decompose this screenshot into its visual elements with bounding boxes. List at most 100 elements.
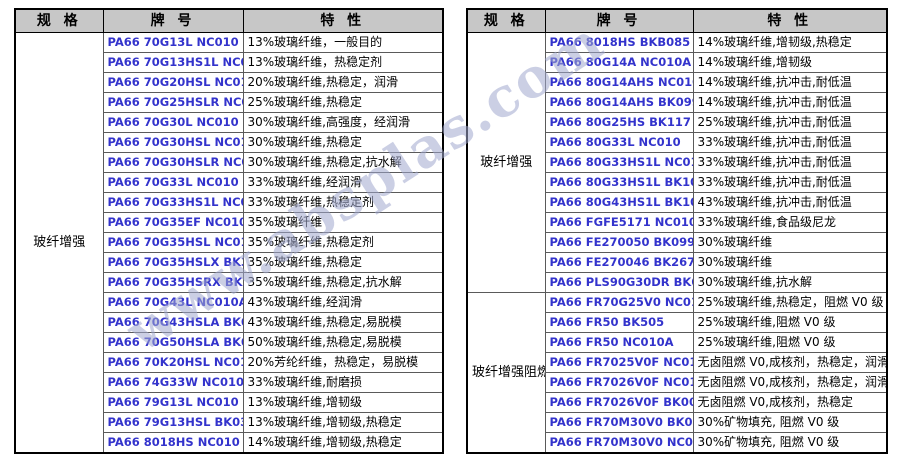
- left-table-body: 玻纤增强 PA66 70G13L NC010 13%玻璃纤维，一般目的 PA66 70…: [14, 32, 444, 454]
- column-header-property: 特 性: [242, 8, 444, 33]
- grade-cell: PA66 70G43L NC010A: [102, 292, 244, 313]
- grade-cell: PA66 8018HS BKB085: [544, 32, 694, 53]
- table-row: PA66 FE270050 BK099 30%玻璃纤维: [467, 232, 888, 253]
- grade-cell: PA66 79G13L NC010: [102, 392, 244, 413]
- property-cell: 30%玻璃纤维: [692, 252, 888, 273]
- grade-cell: PA66 70G50HSLA BK039B: [102, 332, 244, 353]
- grade-cell: PA66 70G35HSRX BK099: [102, 272, 244, 293]
- property-cell: 20%玻璃纤维,热稳定，润滑: [242, 72, 444, 93]
- table-row: 玻纤增强阻燃 PA66 FR70G25V0 NC010 25%玻璃纤维,热稳定，阻燃…: [466, 292, 888, 454]
- right-table-body: 玻纤增强 PA66 8018HS BKB085 14%玻璃纤维,增韧级,热稳定 PA6…: [466, 32, 888, 454]
- table-row: PA66 70G43L NC010A 43%玻璃纤维,经润滑: [15, 292, 444, 313]
- property-cell: 43%玻璃纤维,抗冲击,耐低温: [692, 192, 888, 213]
- property-cell: 无卤阻燃 V0,成核剂，热稳定，润滑: [692, 352, 888, 373]
- table-row: PA66 FR70M30V0 BK010 30%矿物填充, 阻燃 V0 级: [467, 412, 888, 433]
- table-row: PA66 70G35HSRX BK09935%玻璃纤维,热稳定,抗水解: [15, 272, 444, 293]
- table-row: PA66 70G35HSLX BK35735%玻璃纤维,热稳定: [15, 252, 444, 273]
- grade-cell: PA66 74G33W NC010: [102, 372, 244, 393]
- table-row: PA66 FR7026V0F NC010 无卤阻燃 V0,成核剂，热稳定，润滑: [467, 372, 888, 393]
- grade-cell: PA66 FE270050 BK099: [544, 232, 694, 253]
- grade-cell: PA66 FR7026V0F NC010: [544, 372, 694, 393]
- grade-cell: PA66 70K20HSL NC010: [102, 352, 244, 373]
- grade-cell: PA66 FR50 BK505: [544, 312, 694, 333]
- table-header-row: 规 格 牌 号 特 性: [466, 8, 888, 33]
- table-row: PA66 80G14AHS BK099 14%玻璃纤维,抗冲击,耐低温: [467, 92, 888, 113]
- table-row: PA66 80G43HS1L BK104 43%玻璃纤维,抗冲击,耐低温: [467, 192, 888, 213]
- grade-cell: PA66 FR7026V0F BK001: [544, 392, 694, 413]
- property-cell: 33%玻璃纤维,耐磨损: [242, 372, 444, 393]
- left-table-container: 规 格 牌 号 特 性 玻纤增强 PA66 70G13L NC010 13%玻璃纤维…: [14, 8, 444, 454]
- property-cell: 33%玻璃纤维,食品级尼龙: [692, 212, 888, 233]
- grade-cell: PA66 80G14A NC010A: [544, 52, 694, 73]
- grade-cell: PA66 70G20HSL NC010: [102, 72, 244, 93]
- property-cell: 无卤阻燃 V0,成核剂，热稳定: [692, 392, 888, 413]
- grade-cell: PA66 FR50 NC010A: [544, 332, 694, 353]
- property-cell: 35%玻璃纤维: [242, 212, 444, 233]
- property-cell: 35%玻璃纤维,热稳定剂: [242, 232, 444, 253]
- property-cell: 33%玻璃纤维,经润滑: [242, 172, 444, 193]
- grade-cell: PA66 70G33HS1L NC010: [102, 192, 244, 213]
- property-cell: 50%玻璃纤维,热稳定,易脱模: [242, 332, 444, 353]
- table-row: PA66 79G13HSL BK039 13%玻璃纤维,增韧级,热稳定: [15, 412, 444, 433]
- grade-cell: PA66 FE270046 BK267: [544, 252, 694, 273]
- table-row: PA66 79G13L NC010 13%玻璃纤维,增韧级: [15, 392, 444, 413]
- property-cell: 33%玻璃纤维,抗冲击,耐低温: [692, 172, 888, 193]
- column-header-property: 特 性: [692, 8, 888, 33]
- property-cell: 14%玻璃纤维,增韧级,热稳定: [242, 432, 444, 454]
- grade-cell: PA66 79G13HSL BK039: [102, 412, 244, 433]
- property-cell: 25%玻璃纤维,热稳定: [242, 92, 444, 113]
- property-cell: 35%玻璃纤维,热稳定,抗水解: [242, 272, 444, 293]
- column-header-grade: 牌 号: [544, 8, 694, 33]
- grade-cell: PA66 FR70G25V0 NC010: [544, 292, 694, 313]
- grade-cell: PA66 70G13L NC010: [102, 32, 244, 53]
- grade-cell: PA66 80G25HS BK117: [544, 112, 694, 133]
- grade-cell: PA66 80G33HS1L NC010: [544, 152, 694, 173]
- table-row: PA66 80G25HS BK117 25%玻璃纤维,抗冲击,耐低温: [467, 112, 888, 133]
- table-row: PA66 80G33HS1L BK104 33%玻璃纤维,抗冲击,耐低温: [467, 172, 888, 193]
- table-row: 玻纤增强 PA66 70G13L NC010 13%玻璃纤维，一般目的: [14, 32, 444, 454]
- property-cell: 13%玻璃纤维，一般目的: [242, 32, 444, 53]
- grade-cell: PA66 70G13HS1L NC010: [102, 52, 244, 73]
- property-cell: 30%玻璃纤维,热稳定,抗水解: [242, 152, 444, 173]
- table-row: PA66 80G14AHS NC010 14%玻璃纤维,抗冲击,耐低温: [467, 72, 888, 93]
- property-cell: 43%玻璃纤维,经润滑: [242, 292, 444, 313]
- property-cell: 20%芳纶纤维，热稳定，易脱模: [242, 352, 444, 373]
- table-header-row: 规 格 牌 号 特 性: [14, 8, 444, 33]
- property-cell: 无卤阻燃 V0,成核剂，热稳定，润滑: [692, 372, 888, 393]
- grade-cell: PA66 FR70M30V0 NC010: [544, 432, 694, 454]
- grade-cell: PA66 80G43HS1L BK104: [544, 192, 694, 213]
- table-row: PA66 FGFE5171 NC010C 33%玻璃纤维,食品级尼龙: [467, 212, 888, 233]
- grade-cell: PA66 8018HS NC010: [102, 432, 244, 454]
- property-cell: 25%玻璃纤维,热稳定，阻燃 V0 级: [692, 292, 888, 313]
- grade-cell: PA66 70G33L NC010: [102, 172, 244, 193]
- table-row: 玻纤增强 PA66 8018HS BKB085 14%玻璃纤维,增韧级,热稳定: [466, 32, 888, 293]
- property-cell: 35%玻璃纤维,热稳定: [242, 252, 444, 273]
- column-header-grade: 牌 号: [102, 8, 244, 33]
- grade-cell: PA66 FR70M30V0 BK010: [544, 412, 694, 433]
- property-cell: 33%玻璃纤维,热稳定剂: [242, 192, 444, 213]
- grade-cell: PA66 FR7025V0F NC010: [544, 352, 694, 373]
- property-cell: 14%玻璃纤维,抗冲击,耐低温: [692, 72, 888, 93]
- table-row: PA66 70G35EF NC010 35%玻璃纤维: [15, 212, 444, 233]
- table-row: PA66 70G33L NC010 33%玻璃纤维,经润滑: [15, 172, 444, 193]
- grade-cell: PA66 70G43HSLA BK099: [102, 312, 244, 333]
- table-row: PA66 FR7026V0F BK001 无卤阻燃 V0,成核剂，热稳定: [467, 392, 888, 413]
- category-cell: 玻纤增强阻燃: [466, 292, 546, 454]
- grade-cell: PA66 70G35HSLX BK357: [102, 252, 244, 273]
- property-cell: 30%矿物填充, 阻燃 V0 级: [692, 432, 888, 454]
- property-cell: 43%玻璃纤维,热稳定,易脱模: [242, 312, 444, 333]
- property-cell: 25%玻璃纤维,抗冲击,耐低温: [692, 112, 888, 133]
- property-cell: 14%玻璃纤维,增韧级,热稳定: [692, 32, 888, 53]
- property-cell: 33%玻璃纤维,抗冲击,耐低温: [692, 132, 888, 153]
- grade-cell: PA66 70G35EF NC010: [102, 212, 244, 233]
- grade-cell: PA66 PLS90G30DR BK099: [544, 272, 694, 293]
- property-cell: 30%玻璃纤维,热稳定: [242, 132, 444, 153]
- property-cell: 33%玻璃纤维,抗冲击,耐低温: [692, 152, 888, 173]
- grade-cell: PA66 70G30L NC010: [102, 112, 244, 133]
- category-cell: 玻纤增强: [14, 32, 104, 454]
